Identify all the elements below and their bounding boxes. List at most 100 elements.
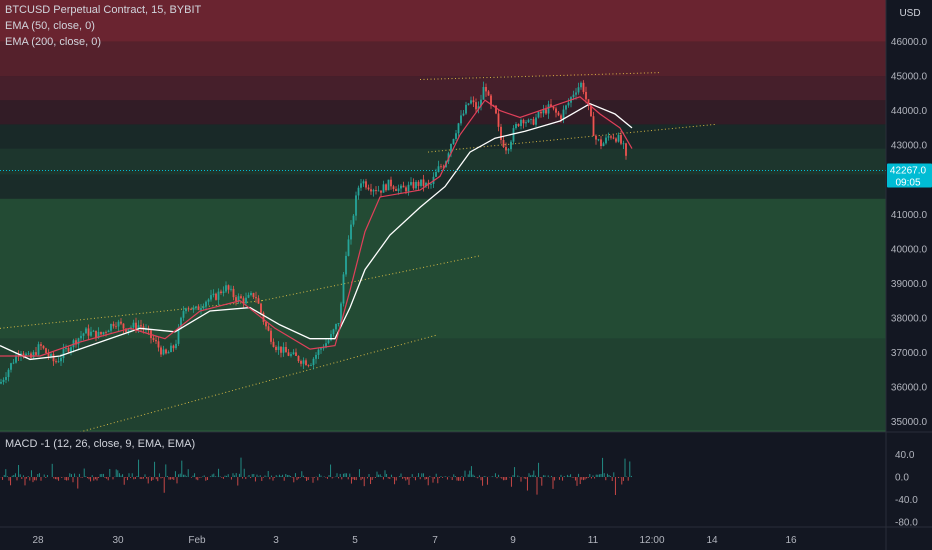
candle-body [482,87,485,100]
trendline [427,123,716,153]
candle-body [292,352,295,355]
candle-body [40,344,42,346]
candle-body [612,137,615,139]
candle-body [540,111,542,114]
candle-body [530,119,532,120]
price-zone [0,0,886,42]
candle-body [415,181,417,189]
price-tick-label: 44000.0 [891,106,928,117]
candle-body [332,329,335,335]
candle-body [545,109,547,114]
candle-body [140,325,142,327]
candle-body [35,352,37,355]
candle-body [55,361,57,363]
price-tick-label: 45000.0 [891,72,928,83]
time-axis[interactable]: 28 30 Feb 3 5 7 9 11 12:00 14 16 [32,535,797,546]
date-tick-label: 7 [432,535,438,546]
candle-body [227,285,230,290]
candle-body [152,338,155,340]
candle-body [587,99,590,106]
candle-body [27,353,30,355]
macd-legend[interactable]: MACD -1 (12, 26, close, 9, EMA, EMA) [5,438,196,450]
price-tick-label: 41000.0 [891,210,928,221]
candle-body [115,326,117,328]
candle-body [462,113,465,116]
candle-body [575,92,577,95]
candle-body [532,119,535,125]
ema-50-legend[interactable]: EMA (50, close, 0) [5,20,95,32]
candle-body [325,343,327,348]
ema-200-legend[interactable]: EMA (200, close, 0) [5,36,101,48]
candle-body [622,143,625,145]
candle-body [265,321,267,327]
date-tick-label: 12:00 [639,535,664,546]
candle-body [487,91,490,96]
candle-body [497,113,500,127]
candle-body [157,341,160,348]
candle-body [87,328,90,336]
candle-body [377,190,380,192]
candle-body [0,381,2,384]
candle-body [615,138,617,142]
candle-body [330,334,332,341]
candle-body [212,293,215,296]
candle-body [317,349,320,355]
currency-label: USD [899,8,920,19]
candle-body [385,184,387,191]
candle-body [175,343,177,349]
candle-body [495,105,497,114]
svg-text:42267.0: 42267.0 [890,165,927,176]
candle-body [320,348,322,350]
candle-body [285,347,287,353]
candle-body [277,346,280,350]
candle-body [475,102,477,110]
candle-body [250,293,252,295]
candle-body [412,182,415,189]
candle-body [7,369,10,378]
candle-body [480,99,482,107]
price-tick-label: 46000.0 [891,37,928,48]
candle-body [232,288,235,298]
macd-axis[interactable]: 40.0 0.0 -40.0 -80.0 [895,450,918,529]
date-tick-label: 3 [273,535,279,546]
candle-body [387,179,390,191]
candle-body [595,135,597,140]
price-tick-label: 38000.0 [891,313,928,324]
candle-body [502,139,505,148]
candle-body [617,134,620,142]
candle-body [120,321,122,324]
trendlines[interactable] [0,72,716,433]
candle-body [517,124,520,127]
candle-body [392,186,395,190]
candle-body [37,344,40,355]
candle-body [75,340,77,345]
candle-body [347,239,350,256]
candle-body [457,123,460,134]
candle-body [257,298,260,304]
candle-body [507,149,510,151]
candle-body [222,291,225,294]
candle-body [395,189,397,191]
candle-body [625,143,627,156]
candle-body [127,329,130,332]
candle-body [45,348,47,353]
date-tick-label: Feb [188,535,206,546]
symbol-title[interactable]: BTCUSD Perpetual Contract, 15, BYBIT [5,4,202,16]
candles [0,80,627,385]
candle-body [307,365,310,366]
candle-body [505,147,507,151]
candle-body [452,138,455,144]
candle-body [62,348,65,359]
candle-body [110,323,112,331]
candle-body [155,339,157,342]
candle-body [405,187,407,192]
candle-body [300,361,302,364]
candle-body [252,293,255,298]
candle-body [522,119,525,124]
candle-body [460,115,462,124]
candle-body [195,306,197,308]
candle-body [302,360,305,364]
candle-body [357,187,360,196]
candle-body [565,105,567,110]
